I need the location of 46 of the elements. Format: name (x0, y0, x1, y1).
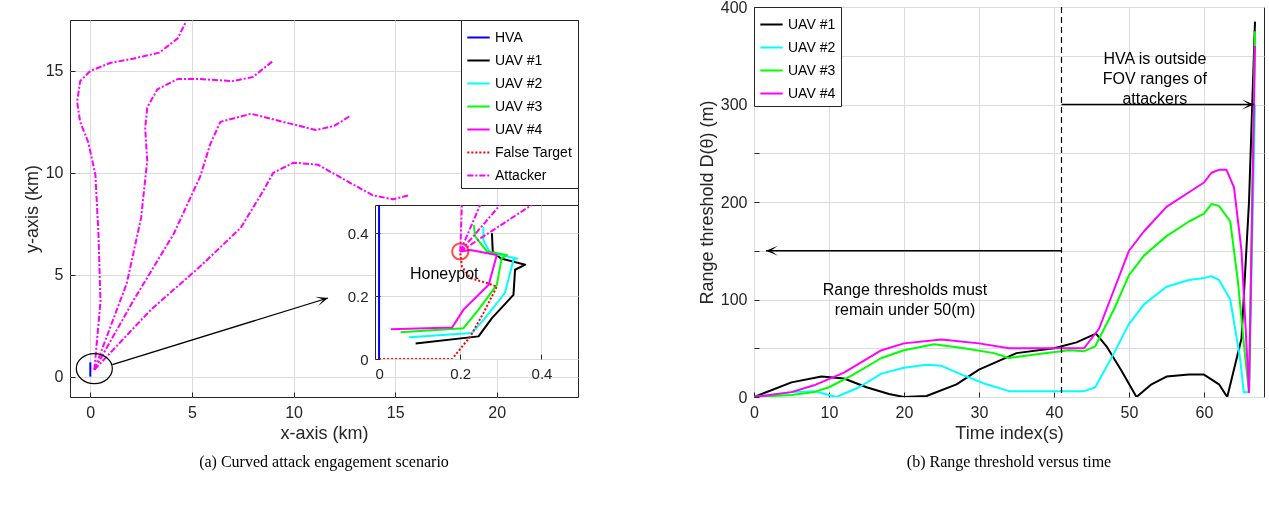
y-tick-label: 200 (720, 193, 748, 211)
text: (b) Range threshold versus time (906, 453, 1112, 471)
y-tick-label: 15 (45, 62, 64, 80)
legend-label: UAV #3 (495, 97, 543, 114)
legend-label: UAV #4 (495, 120, 543, 137)
legend-label: UAV #1 (788, 15, 836, 32)
y-axis-title: y-axis (km) (21, 165, 42, 253)
y-axis-title: Range threshold D(θ) (m) (696, 100, 717, 305)
x-tick-label: 15 (386, 403, 405, 421)
x-tick-label: 20 (895, 403, 914, 421)
y-tick-label: 0 (360, 350, 369, 368)
legend-label: UAV #2 (495, 74, 543, 91)
x-tick-label: 60 (1195, 403, 1214, 421)
x-tick-label: 0 (375, 364, 384, 382)
x-tick-label: 50 (1120, 403, 1139, 421)
y-tick-label: 0.4 (347, 224, 369, 242)
legend-label: UAV #2 (788, 38, 836, 55)
x-tick-label: 0.4 (531, 364, 553, 382)
y-tick-label: 0.2 (347, 287, 369, 305)
annotation: HVA is outside FOV ranges of attackers (1102, 49, 1208, 107)
y-tick-label: 0 (738, 388, 748, 406)
x-tick-label: 5 (187, 403, 197, 421)
text: (a) Curved attack engagement scenario (199, 453, 449, 471)
x-tick-label: 20 (488, 403, 507, 421)
annotation: Honeypot (410, 264, 480, 282)
x-tick-label: 30 (970, 403, 989, 421)
y-tick-label: 10 (45, 164, 64, 182)
x-tick-label: 40 (1045, 403, 1064, 421)
y-tick-label: 400 (720, 0, 748, 16)
x-tick-label: 0 (86, 403, 96, 421)
legend-label: False Target (495, 143, 572, 160)
x-axis-title: x-axis (km) (280, 422, 369, 443)
annotation: Range thresholds must remain under 50(m) (822, 281, 988, 319)
x-tick-label: 10 (285, 403, 304, 421)
legend-label: UAV #1 (495, 51, 543, 68)
y-tick-label: 100 (720, 291, 748, 308)
y-tick-label: 300 (720, 96, 748, 113)
y-tick-label: 5 (54, 266, 64, 284)
x-tick-label: 0.2 (450, 364, 472, 382)
x-axis-title: Time index(s) (955, 422, 1064, 443)
legend-label: UAV #4 (788, 84, 836, 101)
x-tick-label: 0 (750, 403, 760, 421)
x-tick-label: 10 (820, 403, 839, 421)
legend-label: UAV #3 (788, 61, 836, 78)
legend-label: HVA (495, 28, 524, 45)
legend-label: Attacker (495, 166, 547, 183)
